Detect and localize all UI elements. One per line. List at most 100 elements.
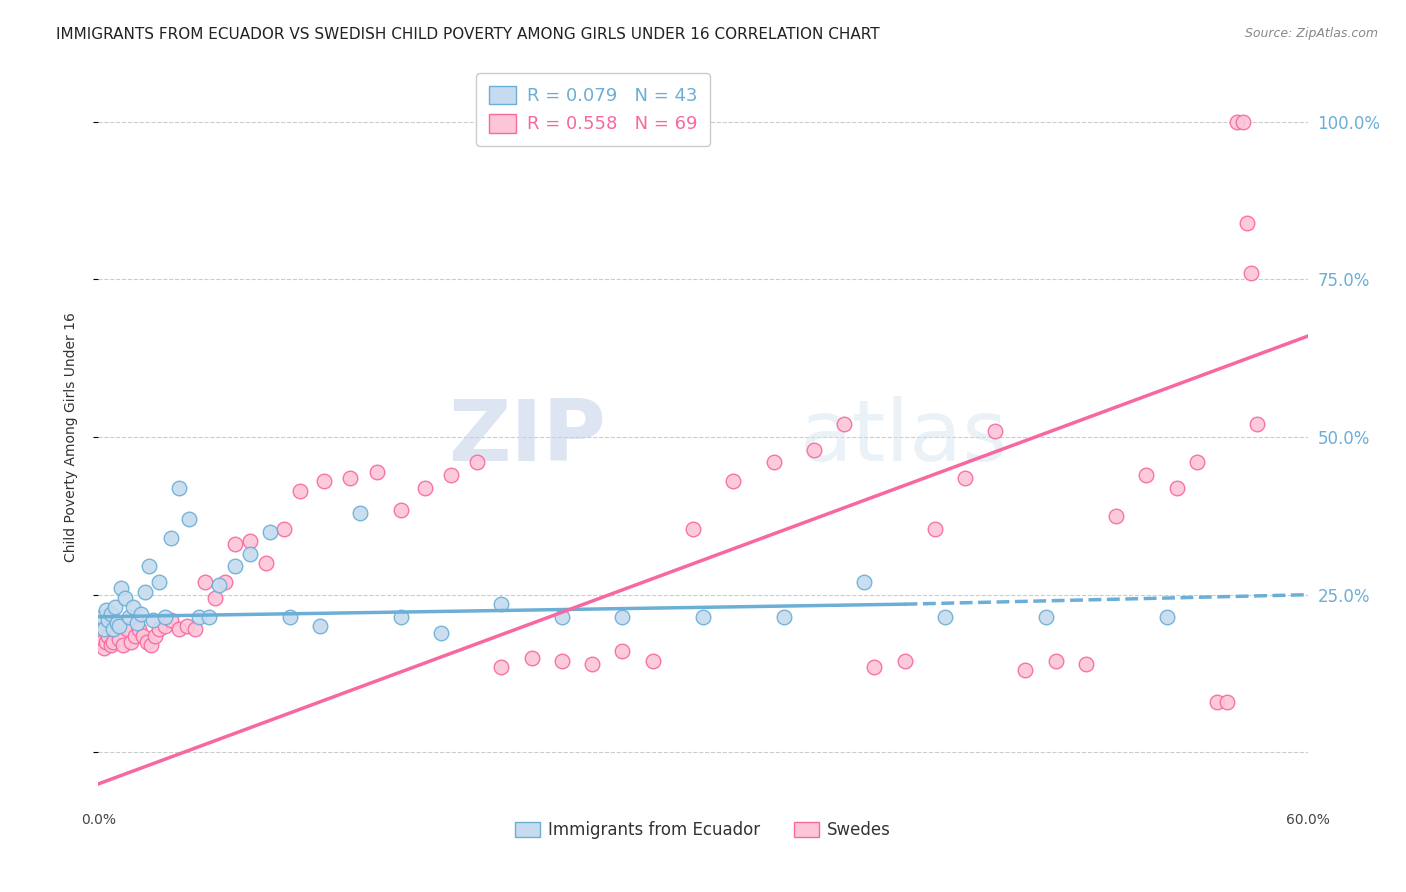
Point (198, 609, 221, 624)
Point (100, 607, 122, 621)
Point (924, 521, 946, 535)
Point (167, 623, 190, 637)
Point (692, 609, 714, 624)
Point (349, 506, 371, 520)
Point (288, 483, 311, 498)
Point (97, 629, 120, 643)
Point (194, 575, 217, 590)
Point (224, 559, 246, 574)
Point (239, 547, 262, 561)
Point (114, 591, 136, 605)
Point (107, 619, 129, 633)
Point (803, 442, 825, 457)
Point (103, 623, 125, 637)
Text: atlas: atlas (800, 395, 1008, 479)
Point (762, 455, 785, 469)
Point (148, 623, 170, 637)
Legend: Immigrants from Ecuador, Swedes: Immigrants from Ecuador, Swedes (509, 814, 897, 846)
Point (167, 481, 190, 495)
Point (314, 474, 336, 488)
Point (179, 512, 201, 526)
Point (853, 575, 876, 590)
Point (430, 625, 453, 640)
Point (101, 635, 124, 649)
Point (641, 654, 664, 668)
Point (551, 609, 574, 624)
Point (89, 623, 111, 637)
Point (1216, 695, 1239, 709)
Point (139, 638, 162, 652)
Point (214, 575, 236, 590)
Point (142, 613, 165, 627)
Point (1045, 654, 1067, 668)
Point (184, 623, 207, 637)
Point (440, 467, 463, 482)
Point (125, 616, 148, 631)
Point (339, 471, 361, 485)
Point (581, 657, 603, 671)
Point (1156, 609, 1178, 624)
Point (1226, 115, 1249, 129)
Point (1105, 508, 1128, 523)
Point (153, 619, 176, 633)
Point (551, 654, 574, 668)
Point (278, 609, 301, 624)
Point (389, 609, 412, 624)
Point (101, 623, 124, 637)
Point (138, 559, 160, 574)
Point (612, 644, 634, 658)
Text: Source: ZipAtlas.com: Source: ZipAtlas.com (1244, 27, 1378, 40)
Point (160, 531, 183, 545)
Point (1014, 664, 1036, 678)
Point (772, 609, 794, 624)
Point (93, 641, 115, 656)
Point (309, 619, 332, 633)
Point (612, 609, 634, 624)
Point (176, 619, 198, 633)
Point (1240, 266, 1263, 280)
Point (1166, 481, 1188, 495)
Point (224, 537, 246, 551)
Point (91, 635, 114, 649)
Point (96, 603, 118, 617)
Point (259, 524, 281, 539)
Point (893, 654, 915, 668)
Point (491, 660, 513, 674)
Point (682, 521, 704, 535)
Point (153, 609, 176, 624)
Point (128, 623, 150, 637)
Point (465, 455, 488, 469)
Point (953, 471, 976, 485)
Point (1232, 115, 1254, 129)
Point (239, 534, 262, 549)
Point (934, 609, 956, 624)
Point (366, 465, 388, 479)
Point (1074, 657, 1097, 671)
Point (188, 609, 211, 624)
Point (273, 521, 295, 535)
Point (100, 638, 122, 652)
Point (160, 613, 183, 627)
Point (1206, 695, 1229, 709)
Point (491, 597, 513, 611)
Point (134, 584, 156, 599)
Point (105, 616, 128, 631)
Point (118, 609, 141, 624)
Y-axis label: Child Poverty Among Girls Under 16: Child Poverty Among Girls Under 16 (63, 312, 77, 562)
Point (124, 629, 146, 643)
Point (863, 660, 886, 674)
Point (97, 613, 120, 627)
Point (254, 556, 277, 570)
Text: ZIP: ZIP (449, 395, 606, 479)
Point (723, 474, 745, 488)
Point (121, 600, 143, 615)
Point (103, 600, 125, 615)
Point (520, 650, 543, 665)
Point (1236, 216, 1258, 230)
Point (93, 623, 115, 637)
Point (143, 629, 166, 643)
Point (96, 635, 118, 649)
Point (91, 609, 114, 624)
Point (120, 635, 142, 649)
Point (1135, 467, 1157, 482)
